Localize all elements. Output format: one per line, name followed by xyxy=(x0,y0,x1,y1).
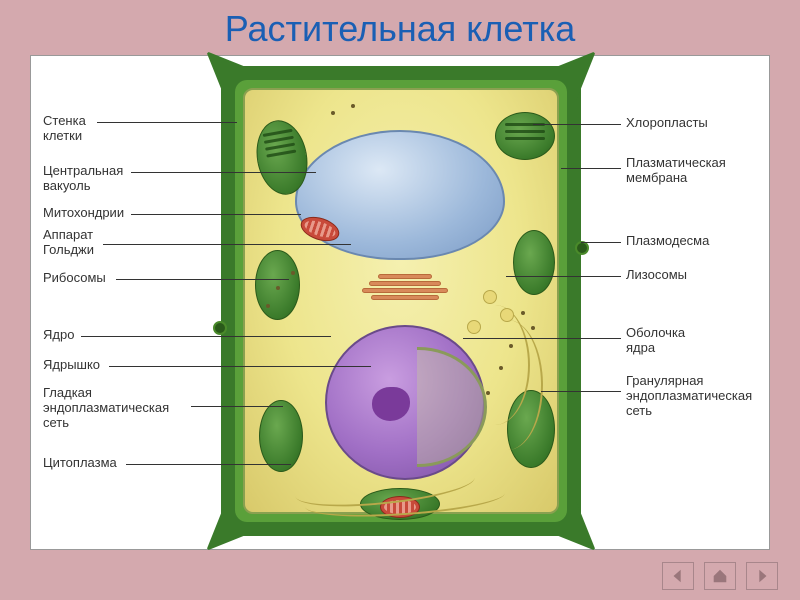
label-membrane: Плазматическая мембрана xyxy=(626,156,726,186)
golgi-shape xyxy=(360,272,450,310)
leader-line xyxy=(463,338,621,339)
chloroplast-shape xyxy=(513,230,555,295)
cell-inner xyxy=(235,80,567,522)
leader-line xyxy=(97,122,237,123)
label-nucleolus: Ядрышко xyxy=(43,358,100,373)
leader-line xyxy=(116,279,289,280)
cell-diagram: Стенка клетки Центральная вакуоль Митохо… xyxy=(30,55,770,550)
page-title: Растительная клетка xyxy=(0,0,800,50)
label-cell-wall: Стенка клетки xyxy=(43,114,86,144)
chloroplast-shape xyxy=(259,400,303,472)
label-nucleus: Ядро xyxy=(43,328,74,343)
plasma-membrane-shape xyxy=(243,88,559,514)
next-button[interactable] xyxy=(746,562,778,590)
lysosome-shape xyxy=(467,320,481,334)
leader-line xyxy=(131,172,316,173)
prev-button[interactable] xyxy=(662,562,694,590)
leader-line xyxy=(561,168,621,169)
arrow-left-icon xyxy=(669,567,687,585)
leader-line xyxy=(81,336,331,337)
rough-er-shape xyxy=(473,320,543,450)
lysosome-shape xyxy=(483,290,497,304)
home-icon xyxy=(711,567,729,585)
leader-line xyxy=(191,406,283,407)
chloroplast-shape xyxy=(495,112,555,160)
home-button[interactable] xyxy=(704,562,736,590)
leader-line xyxy=(541,391,621,392)
nav-buttons xyxy=(662,562,778,590)
label-nuc-envelope: Оболочка ядра xyxy=(626,326,685,356)
label-vacuole: Центральная вакуоль xyxy=(43,164,123,194)
label-ribosomes: Рибосомы xyxy=(43,271,106,286)
nucleolus-shape xyxy=(372,387,410,421)
leader-line xyxy=(126,464,291,465)
leader-line xyxy=(109,366,371,367)
plasmodesma-shape xyxy=(575,241,589,255)
label-plasmodesma: Плазмодесма xyxy=(626,234,709,249)
leader-line xyxy=(533,124,621,125)
leader-line xyxy=(506,276,621,277)
arrow-right-icon xyxy=(753,567,771,585)
plasmodesma-shape xyxy=(213,321,227,335)
label-rough-er: Гранулярная эндоплазматическая сеть xyxy=(626,374,752,419)
leader-line xyxy=(131,214,301,215)
leader-line xyxy=(103,244,351,245)
label-lysosomes: Лизосомы xyxy=(626,268,687,283)
label-golgi: Аппарат Гольджи xyxy=(43,228,94,258)
chloroplast-shape xyxy=(255,250,300,320)
lysosome-shape xyxy=(500,308,514,322)
label-cytoplasm: Цитоплазма xyxy=(43,456,117,471)
label-chloroplasts: Хлоропласты xyxy=(626,116,708,131)
leader-line xyxy=(581,242,621,243)
label-mitochondria: Митохондрии xyxy=(43,206,124,221)
label-smooth-er: Гладкая эндоплазматическая сеть xyxy=(43,386,169,431)
cell-wall-shape xyxy=(221,66,581,536)
